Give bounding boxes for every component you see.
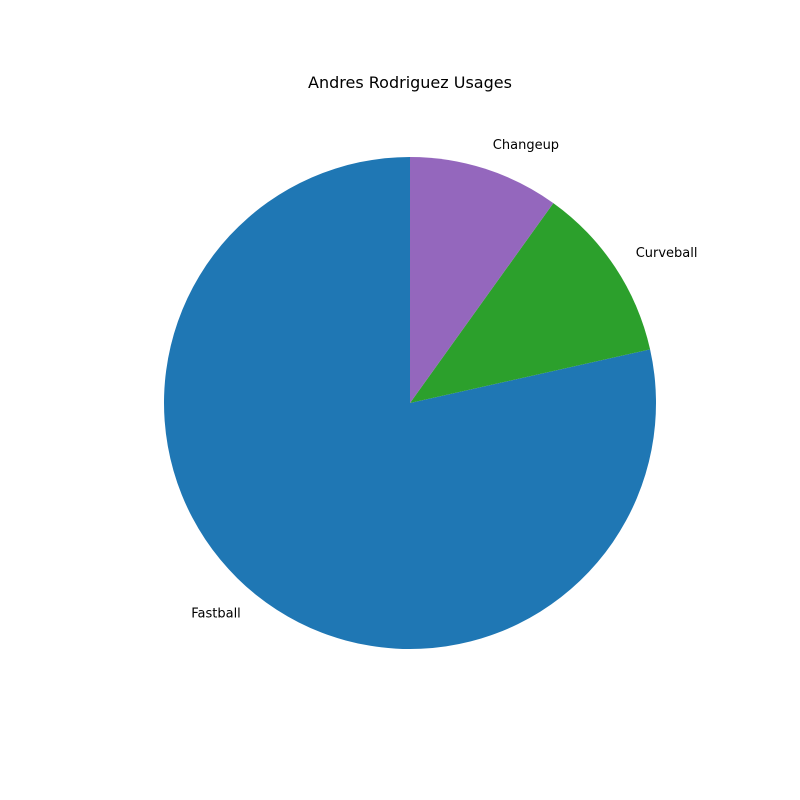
pie-label-changeup: Changeup	[493, 138, 559, 153]
pie-slices	[164, 157, 657, 649]
pie-slice-changeup	[410, 157, 554, 403]
pie-label-curveball: Curveball	[636, 246, 698, 261]
chart-title: Andres Rodriguez Usages	[308, 73, 512, 92]
pie-labels: Fastball Curveball Changeup	[191, 138, 697, 622]
pie-label-fastball: Fastball	[191, 607, 241, 622]
pie-slice-curveball	[410, 203, 651, 403]
pie-slice-fastball	[164, 157, 657, 649]
